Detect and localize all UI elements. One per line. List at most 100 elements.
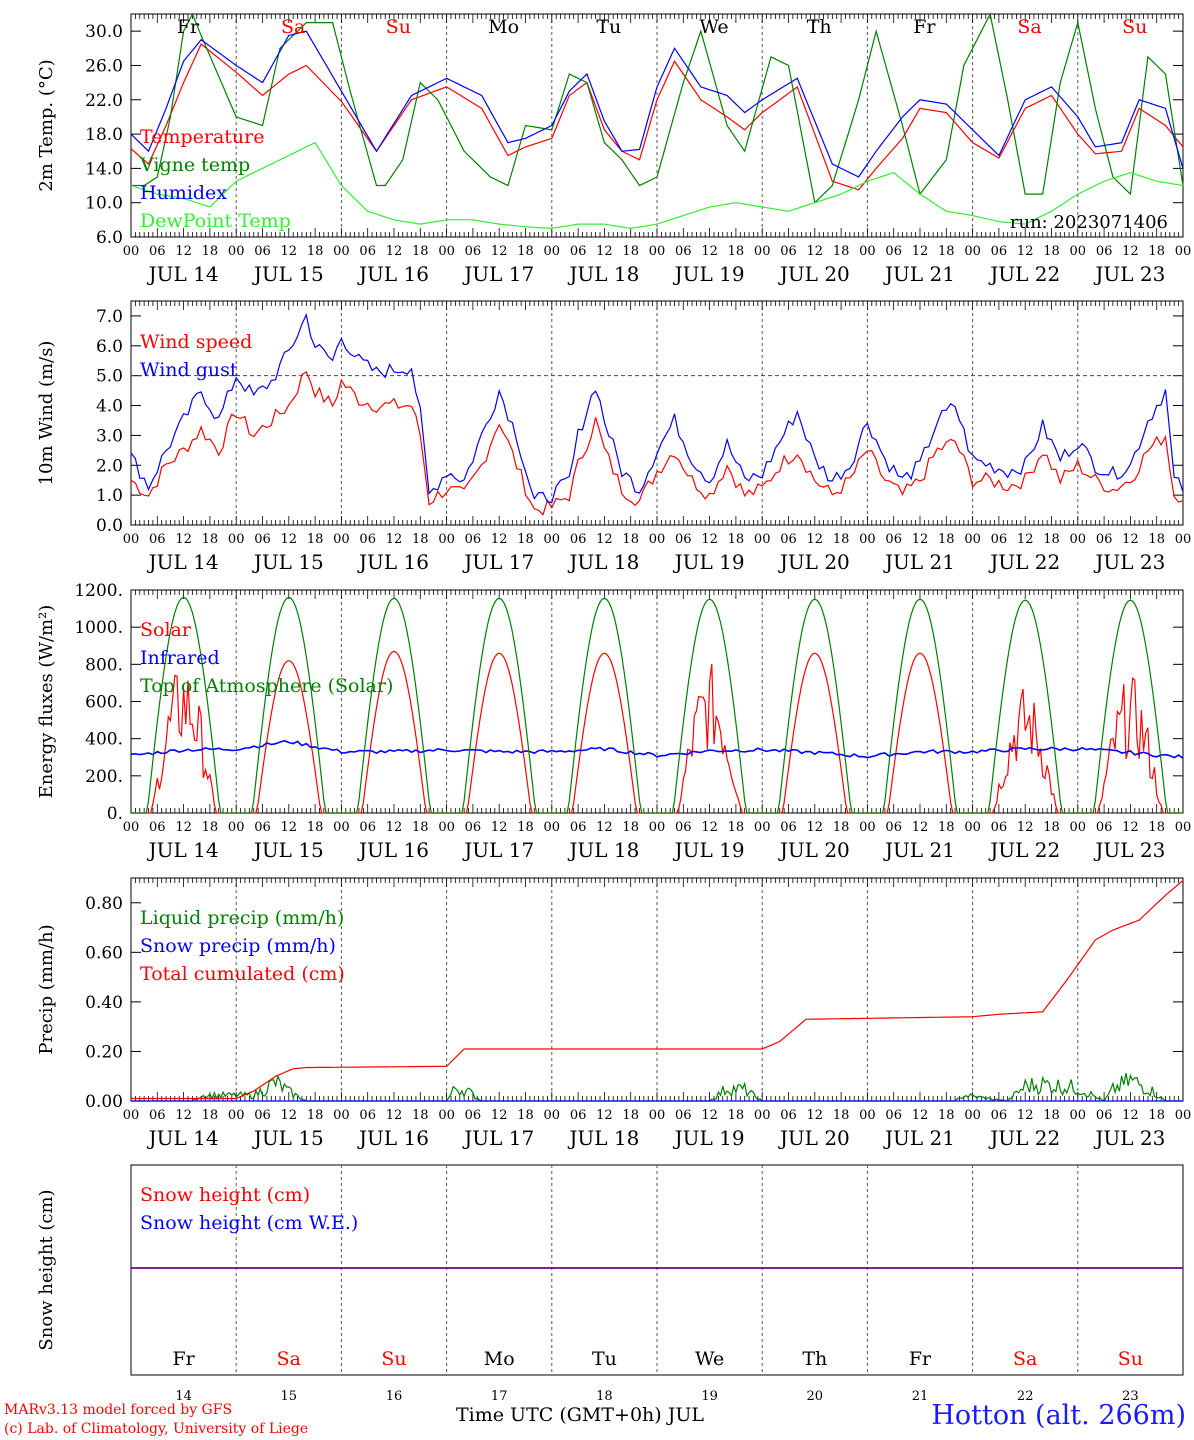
- weekday-label-top: Sa: [1017, 16, 1041, 38]
- hour-tick-label: 18: [833, 532, 850, 547]
- hour-tick-label: 06: [465, 244, 482, 259]
- weekday-label-bottom: Fr: [172, 1348, 195, 1370]
- hour-tick-label: 12: [596, 244, 613, 259]
- legend-entry: Temperature: [140, 126, 264, 148]
- hour-tick-label: 12: [1122, 820, 1139, 835]
- hour-tick-label: 18: [728, 820, 745, 835]
- weekday-label-top: Mo: [488, 16, 519, 38]
- hour-tick-label: 12: [701, 532, 718, 547]
- hour-tick-label: 18: [938, 532, 955, 547]
- hour-tick-label: 00: [859, 532, 876, 547]
- hour-tick-label: 00: [228, 820, 245, 835]
- hour-tick-label: 12: [912, 532, 929, 547]
- hour-tick-label: 06: [991, 532, 1008, 547]
- plot-frame: [130, 13, 1184, 238]
- hour-tick-label: 12: [596, 1108, 613, 1123]
- hour-tick-label: 06: [885, 532, 902, 547]
- hour-tick-label: 18: [622, 532, 639, 547]
- date-label: JUL 16: [357, 550, 429, 574]
- y-tick-label: 18.0: [85, 125, 123, 145]
- legend-entry: Wind gust: [140, 359, 238, 381]
- weekday-label-top: Su: [1122, 16, 1147, 38]
- day-number-label: 21: [912, 1389, 929, 1404]
- hour-tick-label: 12: [281, 820, 298, 835]
- hour-tick-label: 12: [912, 1108, 929, 1123]
- hour-tick-label: 06: [1096, 532, 1113, 547]
- date-label: JUL 14: [147, 1126, 219, 1150]
- hour-tick-label: 12: [491, 532, 508, 547]
- hour-tick-label: 00: [123, 1108, 140, 1123]
- hour-tick-label: 00: [964, 1108, 981, 1123]
- weekday-label-top: Su: [386, 16, 411, 38]
- legend-entry: DewPoint Temp: [140, 210, 291, 232]
- hour-tick-label: 00: [544, 532, 561, 547]
- hour-tick-label: 12: [807, 244, 824, 259]
- hour-tick-label: 00: [544, 1108, 561, 1123]
- hour-tick-label: 06: [149, 820, 166, 835]
- date-label: JUL 19: [673, 550, 745, 574]
- hour-tick-label: 00: [754, 1108, 771, 1123]
- hour-tick-label: 18: [1148, 1108, 1165, 1123]
- hour-tick-label: 18: [1043, 532, 1060, 547]
- hour-tick-label: 06: [254, 244, 271, 259]
- hour-tick-label: 12: [1017, 1108, 1034, 1123]
- hour-tick-label: 18: [622, 244, 639, 259]
- weekday-label-bottom: Tu: [592, 1348, 617, 1370]
- panel-temperature: 00 06 12 18 00 06 12 18 00 06 12 18 00 06 12 18 00 06 12 18…: [36, 12, 1191, 286]
- plot-frame: [130, 589, 1184, 814]
- hour-tick-label: 12: [281, 244, 298, 259]
- day-number-label: 22: [1017, 1389, 1034, 1404]
- date-label: JUL 18: [567, 838, 639, 862]
- date-label: JUL 17: [462, 550, 534, 574]
- hour-tick-label: 06: [780, 1108, 797, 1123]
- series-line-dewpoint-temp: [130, 141, 1184, 230]
- y-tick-label: 1.0: [96, 486, 123, 506]
- hour-tick-label: 00: [228, 244, 245, 259]
- y-tick-label: 600.: [85, 693, 123, 713]
- y-tick-label: 0.0: [96, 516, 123, 536]
- panel-energy: 00 06 12 18 00 06 12 18 00 06 12 18 00 06 12 18 00 06 12 18…: [36, 581, 1191, 862]
- run-label: run: 2023071406: [1010, 212, 1168, 233]
- hour-tick-label: 00: [438, 244, 455, 259]
- y-tick-label: 4.0: [96, 397, 123, 417]
- hour-tick-label: 06: [359, 1108, 376, 1123]
- weekday-label-top: Sa: [281, 16, 305, 38]
- day-number-label: 19: [701, 1389, 718, 1404]
- y-tick-label: 1200.: [74, 581, 123, 601]
- hour-tick-label: 18: [1148, 532, 1165, 547]
- hour-tick-label: 00: [1070, 820, 1087, 835]
- x-axis-title: Time UTC (GMT+0h) JUL: [456, 1404, 704, 1426]
- hour-tick-label: 12: [491, 820, 508, 835]
- legend-entry: Total cumulated (cm): [140, 963, 345, 985]
- hour-tick-label: 00: [333, 1108, 350, 1123]
- hour-tick-label: 12: [596, 820, 613, 835]
- weekday-label-bottom: Mo: [484, 1348, 515, 1370]
- weekday-label-bottom: Sa: [277, 1348, 301, 1370]
- hour-tick-label: 18: [412, 532, 429, 547]
- hour-tick-label: 06: [675, 532, 692, 547]
- hour-tick-label: 00: [964, 244, 981, 259]
- hour-tick-label: 12: [386, 532, 403, 547]
- date-label: JUL 22: [988, 550, 1060, 574]
- y-tick-label: 0.40: [85, 993, 123, 1013]
- hour-tick-label: 12: [175, 532, 192, 547]
- date-label: JUL 14: [147, 262, 219, 286]
- weekday-label-top: Fr: [913, 16, 936, 38]
- y-tick-label: 22.0: [85, 91, 123, 111]
- legend-entry: Humidex: [140, 182, 227, 204]
- y-tick-label: 2.0: [96, 456, 123, 476]
- date-label: JUL 20: [778, 262, 850, 286]
- date-label: JUL 20: [778, 1126, 850, 1150]
- hour-tick-label: 12: [1122, 532, 1139, 547]
- legend-entry: Snow height (cm): [140, 1184, 310, 1206]
- hour-tick-label: 18: [833, 820, 850, 835]
- date-label: JUL 22: [988, 1126, 1060, 1150]
- y-tick-label: 10.0: [85, 194, 123, 214]
- hour-tick-label: 12: [1017, 244, 1034, 259]
- date-label: JUL 15: [252, 262, 324, 286]
- date-label: JUL 18: [567, 1126, 639, 1150]
- hour-tick-label: 18: [622, 1108, 639, 1123]
- series-line-wind-speed: [130, 371, 1184, 516]
- hour-tick-label: 12: [491, 244, 508, 259]
- y-tick-label: 5.0: [96, 367, 123, 387]
